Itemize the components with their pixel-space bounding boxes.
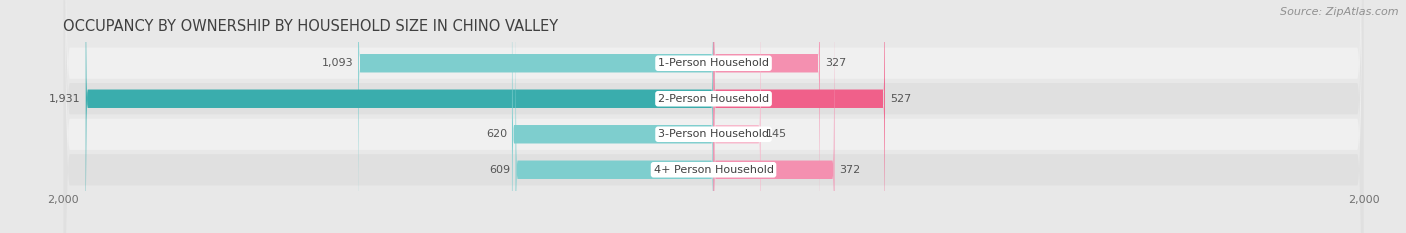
Text: 620: 620	[486, 129, 508, 139]
FancyBboxPatch shape	[63, 0, 1364, 233]
Text: 609: 609	[489, 165, 510, 175]
Text: 1,931: 1,931	[49, 94, 80, 104]
FancyBboxPatch shape	[713, 0, 884, 233]
Text: 527: 527	[890, 94, 911, 104]
Text: 2-Person Household: 2-Person Household	[658, 94, 769, 104]
FancyBboxPatch shape	[86, 0, 713, 233]
FancyBboxPatch shape	[512, 0, 713, 233]
Text: OCCUPANCY BY OWNERSHIP BY HOUSEHOLD SIZE IN CHINO VALLEY: OCCUPANCY BY OWNERSHIP BY HOUSEHOLD SIZE…	[63, 19, 558, 34]
Text: 1,093: 1,093	[322, 58, 353, 68]
Text: 145: 145	[765, 129, 787, 139]
FancyBboxPatch shape	[713, 0, 820, 233]
Text: Source: ZipAtlas.com: Source: ZipAtlas.com	[1281, 7, 1399, 17]
Text: 372: 372	[839, 165, 860, 175]
Text: 4+ Person Household: 4+ Person Household	[654, 165, 773, 175]
FancyBboxPatch shape	[713, 0, 835, 233]
FancyBboxPatch shape	[63, 0, 1364, 233]
FancyBboxPatch shape	[63, 0, 1364, 233]
FancyBboxPatch shape	[63, 0, 1364, 233]
Text: 1-Person Household: 1-Person Household	[658, 58, 769, 68]
Text: 327: 327	[825, 58, 846, 68]
FancyBboxPatch shape	[713, 0, 761, 233]
FancyBboxPatch shape	[516, 0, 713, 233]
Text: 3-Person Household: 3-Person Household	[658, 129, 769, 139]
FancyBboxPatch shape	[359, 0, 713, 233]
